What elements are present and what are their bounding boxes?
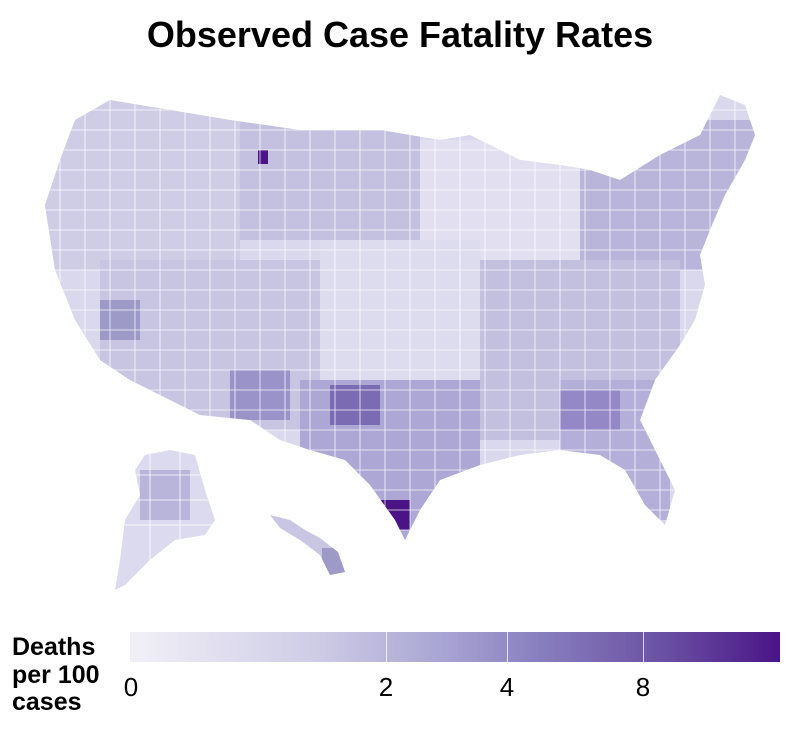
legend-tick-label: 2 <box>378 672 394 702</box>
map-title: Observed Case Fatality Rates <box>146 14 654 55</box>
legend-title: Deaths per 100 cases <box>12 633 100 716</box>
legend-tick-mark <box>386 632 387 662</box>
region-hawaii <box>270 515 345 575</box>
choropleth-map <box>45 95 755 590</box>
region-alaska <box>115 450 215 590</box>
legend-tick-mark <box>507 632 508 662</box>
legend-tick-label: 4 <box>499 672 515 702</box>
legend-tick-label: 0 <box>123 672 139 702</box>
legend-tick-mark <box>643 632 644 662</box>
legend-color-bar <box>130 632 780 662</box>
legend-tick-label: 8 <box>635 672 651 702</box>
